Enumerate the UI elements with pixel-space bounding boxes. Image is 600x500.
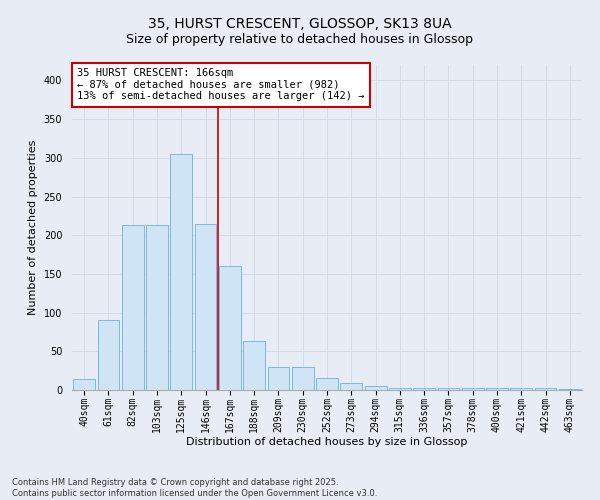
Bar	[170, 154, 192, 390]
Bar	[243, 341, 265, 390]
Bar	[535, 388, 556, 390]
Y-axis label: Number of detached properties: Number of detached properties	[28, 140, 38, 315]
Bar	[365, 386, 386, 390]
Bar	[194, 224, 217, 390]
Bar	[219, 266, 241, 390]
Bar	[437, 388, 460, 390]
Bar	[122, 225, 143, 390]
Bar	[316, 378, 338, 390]
Bar	[146, 225, 168, 390]
Bar	[292, 367, 314, 390]
Bar	[511, 388, 532, 390]
Bar	[97, 320, 119, 390]
Text: 35 HURST CRESCENT: 166sqm
← 87% of detached houses are smaller (982)
13% of semi: 35 HURST CRESCENT: 166sqm ← 87% of detac…	[77, 68, 365, 102]
Bar	[389, 388, 411, 390]
Bar	[559, 389, 581, 390]
Bar	[413, 388, 435, 390]
Bar	[486, 388, 508, 390]
X-axis label: Distribution of detached houses by size in Glossop: Distribution of detached houses by size …	[187, 437, 467, 447]
Bar	[73, 379, 95, 390]
Text: Size of property relative to detached houses in Glossop: Size of property relative to detached ho…	[127, 32, 473, 46]
Bar	[340, 383, 362, 390]
Text: Contains HM Land Registry data © Crown copyright and database right 2025.
Contai: Contains HM Land Registry data © Crown c…	[12, 478, 377, 498]
Bar	[268, 367, 289, 390]
Bar	[462, 388, 484, 390]
Text: 35, HURST CRESCENT, GLOSSOP, SK13 8UA: 35, HURST CRESCENT, GLOSSOP, SK13 8UA	[148, 18, 452, 32]
